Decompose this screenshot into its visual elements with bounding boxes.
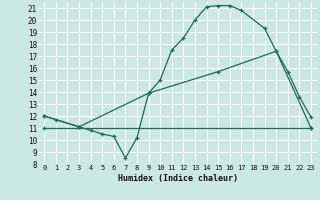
X-axis label: Humidex (Indice chaleur): Humidex (Indice chaleur): [118, 174, 238, 183]
